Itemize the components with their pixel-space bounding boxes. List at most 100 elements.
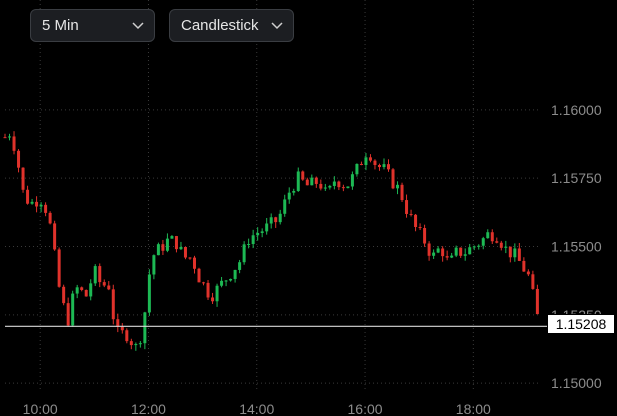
candle-up <box>355 163 359 175</box>
candle-up <box>292 190 296 193</box>
candle-down <box>319 183 323 189</box>
x-tick-label: 12:00 <box>131 401 166 416</box>
interval-label: 5 Min <box>42 17 79 34</box>
x-tick-label: 14:00 <box>239 401 274 416</box>
candle-up <box>432 252 436 256</box>
candle-down <box>192 257 196 269</box>
x-tick-label: 16:00 <box>348 401 383 416</box>
candle-up <box>147 274 151 313</box>
candle-down <box>3 137 7 139</box>
candle-down <box>314 177 318 184</box>
last-price-label: 1.15208 <box>547 314 615 334</box>
candle-down <box>48 212 52 224</box>
candle-down <box>405 200 409 214</box>
candle-down <box>526 271 530 275</box>
chart-toolbar: 5 Min Candlestick <box>30 9 294 42</box>
candle-down <box>301 171 305 180</box>
candle-down <box>490 232 494 242</box>
candle-up <box>229 278 233 281</box>
x-tick-label: 18:00 <box>456 401 491 416</box>
candle-down <box>44 204 48 213</box>
candle-down <box>508 246 512 258</box>
candle-up <box>269 217 273 224</box>
candle-up <box>75 287 79 294</box>
candle-up <box>179 246 183 250</box>
candle-down <box>107 285 111 290</box>
candle-down <box>62 286 66 304</box>
candle-up <box>468 247 472 255</box>
candle-down <box>17 150 21 168</box>
candle-up <box>310 177 314 186</box>
candle-up <box>477 245 481 247</box>
candle-down <box>391 169 395 189</box>
candle-down <box>53 223 57 250</box>
candle-up <box>350 174 354 187</box>
y-tick-label: 1.16000 <box>551 102 602 118</box>
candle-down <box>66 303 70 326</box>
candle-up <box>170 236 174 239</box>
chart-type-label: Candlestick <box>181 17 259 34</box>
candle-up <box>134 344 138 346</box>
candle-up <box>463 254 467 256</box>
candle-up <box>364 157 368 166</box>
candle-up <box>138 343 142 345</box>
candle-down <box>445 256 449 258</box>
candle-up <box>396 184 400 189</box>
candle-up <box>454 247 458 256</box>
candle-up <box>242 244 246 263</box>
candle-up <box>220 280 224 286</box>
x-tick-label: 10:00 <box>23 401 58 416</box>
candle-up <box>30 201 34 204</box>
chevron-down-icon <box>132 21 144 29</box>
candle-down <box>423 228 427 244</box>
candle-up <box>382 164 386 168</box>
candle-down <box>459 247 463 256</box>
candle-down <box>111 289 115 320</box>
candle-up <box>156 244 160 256</box>
candle-down <box>21 167 25 190</box>
candle-up <box>287 192 291 200</box>
candle-up <box>165 238 169 251</box>
candle-down <box>274 217 278 223</box>
candle-down <box>120 326 124 331</box>
interval-dropdown[interactable]: 5 Min <box>30 9 155 42</box>
candle-up <box>513 248 517 258</box>
candle-up <box>89 283 93 297</box>
candle-up <box>296 171 300 191</box>
candle-down <box>102 282 106 286</box>
candle-up <box>93 266 97 284</box>
candle-up <box>472 246 476 248</box>
candle-up <box>332 181 336 186</box>
candle-up <box>260 231 264 234</box>
y-tick-label: 1.15000 <box>551 375 602 391</box>
candle-down <box>129 341 133 346</box>
candle-down <box>427 243 431 256</box>
candle-up <box>247 244 251 246</box>
candle-up <box>238 262 242 270</box>
candle-up <box>278 213 282 223</box>
candle-down <box>183 246 187 258</box>
candle-up <box>215 285 219 302</box>
candle-up <box>481 238 485 246</box>
candle-up <box>71 293 75 326</box>
candle-up <box>256 233 260 236</box>
candle-down <box>116 319 120 327</box>
chart-type-dropdown[interactable]: Candlestick <box>169 9 294 42</box>
y-tick-label: 1.15750 <box>551 170 602 186</box>
candle-down <box>368 157 372 161</box>
candle-up <box>323 187 327 189</box>
candle-down <box>98 266 102 283</box>
candle-up <box>346 186 350 189</box>
candle-down <box>377 165 381 168</box>
candle-down <box>359 163 363 166</box>
candle-down <box>373 160 377 166</box>
candle-down <box>517 248 521 261</box>
candle-down <box>305 179 309 186</box>
candle-down <box>174 236 178 250</box>
chevron-down-icon <box>271 21 283 29</box>
candle-up <box>39 204 43 207</box>
candle-down <box>441 248 445 257</box>
candle-down <box>409 213 413 215</box>
candle-down <box>26 189 30 204</box>
